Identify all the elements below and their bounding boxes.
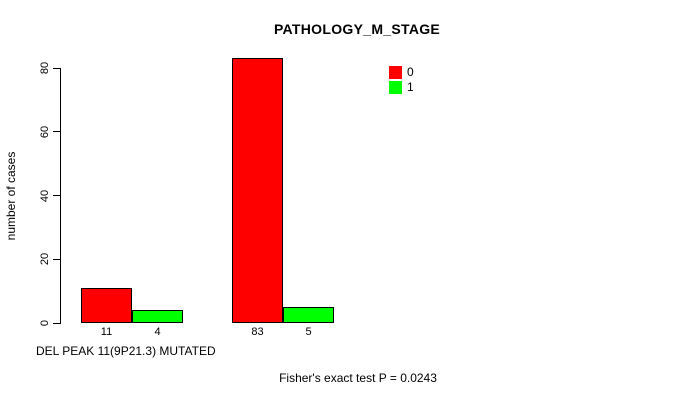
- chart-title: PATHOLOGY_M_STAGE: [273, 21, 441, 37]
- legend-swatch-icon: [389, 81, 402, 94]
- y-tick-label: 20: [39, 253, 51, 266]
- y-axis-title: number of cases: [4, 151, 18, 241]
- y-tick: [53, 195, 61, 196]
- y-tick: [53, 131, 61, 133]
- x-axis-title: DEL PEAK 11(9P21.3) MUTATED: [36, 344, 216, 358]
- bar-group-2-series-1: [283, 307, 334, 323]
- bar-group-1-series-1: [132, 310, 183, 323]
- footnote: Fisher's exact test P = 0.0243: [279, 371, 437, 385]
- y-tick-label: 0: [39, 319, 51, 327]
- bar-value-label: 83: [251, 326, 264, 338]
- y-tick-label: 80: [39, 61, 51, 75]
- y-tick: [53, 258, 61, 260]
- y-tick: [53, 67, 61, 69]
- legend-label: 1: [407, 80, 414, 94]
- legend-entry: 1: [389, 81, 414, 94]
- bar-value-label: 5: [305, 326, 312, 338]
- bar-value-label: 11: [100, 326, 113, 338]
- bar-group-1-series-0: [81, 288, 132, 323]
- bar-group-2-series-0: [232, 58, 283, 323]
- y-tick: [53, 322, 61, 324]
- legend-entry: 0: [389, 66, 414, 79]
- y-tick-label: 40: [39, 189, 51, 202]
- legend-label: 0: [407, 65, 414, 79]
- bar-value-label: 4: [154, 326, 161, 338]
- legend-swatch-icon: [389, 66, 402, 79]
- y-tick-label: 60: [39, 125, 51, 138]
